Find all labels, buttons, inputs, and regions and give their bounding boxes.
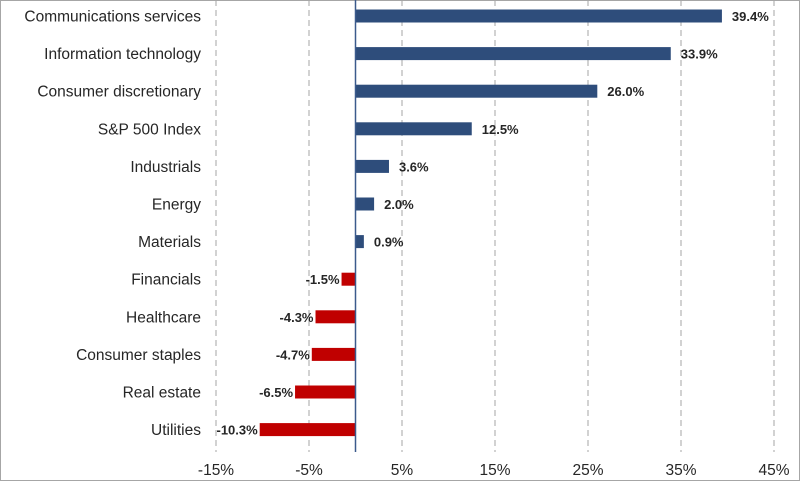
value-label: -1.5% [306,272,340,287]
x-tick-label: 35% [665,462,696,479]
category-label: Healthcare [126,309,201,326]
value-label: 26.0% [607,84,644,99]
category-labels: Communications services Information techn… [24,9,201,440]
category-label: Financials [131,272,201,289]
gridlines [215,0,775,452]
x-tick-label: -5% [295,462,323,479]
value-labels: 39.4% 33.9% 26.0% 12.5% 3.6% 2.0% 0.9% -1.5% -4.… [217,9,770,438]
category-label: Energy [152,197,201,214]
bar [259,423,356,437]
x-tick-label: 25% [572,462,603,479]
value-label: 0.9% [374,235,404,250]
x-tick-label: 15% [479,462,510,479]
bars [259,9,722,437]
bar [315,310,356,324]
category-label: Communications services [24,9,201,26]
value-label: -4.7% [276,347,310,362]
bar [355,9,722,23]
value-label: 2.0% [384,197,414,212]
bar [355,197,375,211]
value-label: 33.9% [681,47,718,62]
category-label: Consumer discretionary [37,84,201,101]
value-label: 39.4% [732,9,769,24]
bar [355,84,598,98]
x-tick-label: -15% [198,462,234,479]
category-label: Utilities [151,422,201,439]
bar [355,159,389,173]
value-label: 3.6% [399,159,429,174]
bar [295,385,356,399]
category-label: Consumer staples [76,347,201,364]
category-label: Information technology [44,46,201,63]
value-label: -6.5% [259,385,293,400]
value-label: -10.3% [217,423,259,438]
category-label: Materials [138,234,201,251]
category-label: S&P 500 Index [98,121,201,138]
value-label: -4.3% [280,310,314,325]
bar [355,122,472,136]
x-tick-label: 45% [758,462,789,479]
category-label: Real estate [123,385,201,402]
x-tick-label: 5% [391,462,414,479]
bar [355,47,671,61]
bar [341,272,356,286]
value-label: 12.5% [482,122,519,137]
bar [311,347,356,361]
x-axis-tick-labels: -15% -5% 5% 15% 25% 35% 45% [198,462,790,479]
category-label: Industrials [130,159,201,176]
bar [355,235,364,249]
